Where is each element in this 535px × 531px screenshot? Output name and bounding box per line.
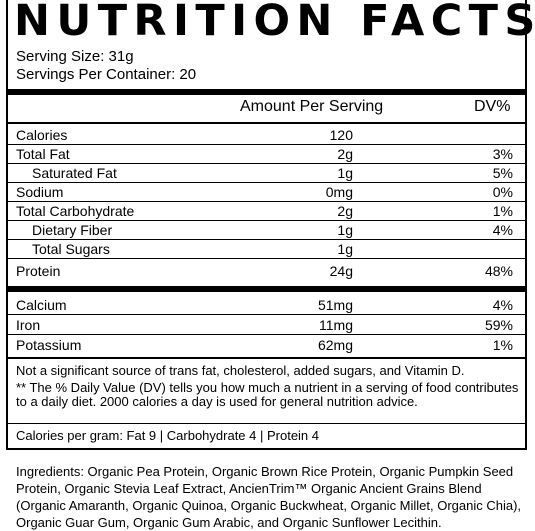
nutrient-amount: 1g <box>337 222 353 238</box>
row-divider <box>8 163 525 164</box>
calories-per-gram: Calories per gram: Fat 9 | Carbohydrate … <box>16 428 320 443</box>
nutrient-dv: 0% <box>492 184 513 200</box>
nutrient-dv: 3% <box>492 146 513 162</box>
thick-divider <box>8 286 525 292</box>
thick-divider <box>8 89 525 95</box>
mineral-name: Iron <box>16 317 41 333</box>
mineral-amount: 11mg <box>319 317 353 333</box>
serving-size: Serving Size: 31g <box>16 48 134 65</box>
nutrient-row-sodium: Sodium 0mg 0% <box>8 183 525 202</box>
mineral-row-calcium: Calcium 51mg 4% <box>8 296 525 315</box>
nutrient-amount: 2g <box>337 203 353 219</box>
nutrient-amount: 1g <box>337 241 353 257</box>
nutrient-row-total-sugars: Total Sugars 1g <box>8 240 525 259</box>
nutrient-dv: 5% <box>492 165 513 181</box>
row-divider <box>8 314 525 315</box>
mineral-amount: 51mg <box>317 297 353 313</box>
divider <box>8 357 525 359</box>
nutrient-amount: 0mg <box>325 184 353 200</box>
mineral-row-iron: Iron 11mg 59% <box>8 316 525 335</box>
mineral-dv: 1% <box>492 337 513 353</box>
nutrient-name: Sodium <box>16 184 64 200</box>
nutrient-dv: 4% <box>492 222 513 238</box>
amount-per-serving-header: Amount Per Serving <box>240 98 384 115</box>
mineral-name: Potassium <box>16 337 82 353</box>
row-divider <box>8 334 525 335</box>
nutrient-name: Calories <box>16 127 68 143</box>
nutrient-amount: 24g <box>329 263 353 279</box>
nutrient-row-calories: Calories 120 <box>8 126 525 145</box>
nutrient-name: Total Fat <box>16 146 70 162</box>
nutrient-dv: 1% <box>492 203 513 219</box>
mineral-dv: 59% <box>484 317 513 333</box>
servings-per-container: Servings Per Container: 20 <box>16 66 197 83</box>
nutrient-name: Total Carbohydrate <box>16 203 135 219</box>
nutrient-row-protein: Protein 24g 48% <box>8 262 525 281</box>
nutrient-row-dietary-fiber: Dietary Fiber 1g 4% <box>8 221 525 240</box>
nutrient-dv: 48% <box>484 263 513 279</box>
page-title: NUTRITION FACTS <box>14 0 535 46</box>
ingredients-text: Ingredients: Organic Pea Protein, Organi… <box>16 464 522 530</box>
nutrient-name: Total Sugars <box>32 241 110 257</box>
nutrient-amount: 1g <box>337 165 353 181</box>
divider <box>8 423 525 424</box>
nutrient-row-total-carbohydrate: Total Carbohydrate 2g 1% <box>8 202 525 221</box>
nutrient-name: Saturated Fat <box>32 165 117 181</box>
row-divider <box>8 182 525 183</box>
row-divider <box>8 201 525 202</box>
mineral-name: Calcium <box>16 297 67 313</box>
header-divider <box>8 122 525 124</box>
nutrient-name: Dietary Fiber <box>32 222 113 238</box>
nutrient-row-saturated-fat: Saturated Fat 1g 5% <box>8 164 525 183</box>
nutrient-row-total-fat: Total Fat 2g 3% <box>8 145 525 164</box>
nutrient-name: Protein <box>16 263 61 279</box>
nutrition-facts-panel <box>6 0 527 450</box>
daily-value-note: ** The % Daily Value (DV) tells you how … <box>16 380 519 409</box>
row-divider <box>8 220 525 221</box>
mineral-row-potassium: Potassium 62mg 1% <box>8 336 525 355</box>
dv-header: DV% <box>474 98 511 115</box>
mineral-amount: 62mg <box>317 337 353 353</box>
mineral-dv: 4% <box>492 297 513 313</box>
row-divider <box>8 258 525 259</box>
nutrient-amount: 120 <box>329 127 353 143</box>
trans-fat-note: Not a significant source of trans fat, c… <box>16 363 465 378</box>
nutrient-amount: 2g <box>337 146 353 162</box>
row-divider <box>8 144 525 145</box>
row-divider <box>8 239 525 240</box>
